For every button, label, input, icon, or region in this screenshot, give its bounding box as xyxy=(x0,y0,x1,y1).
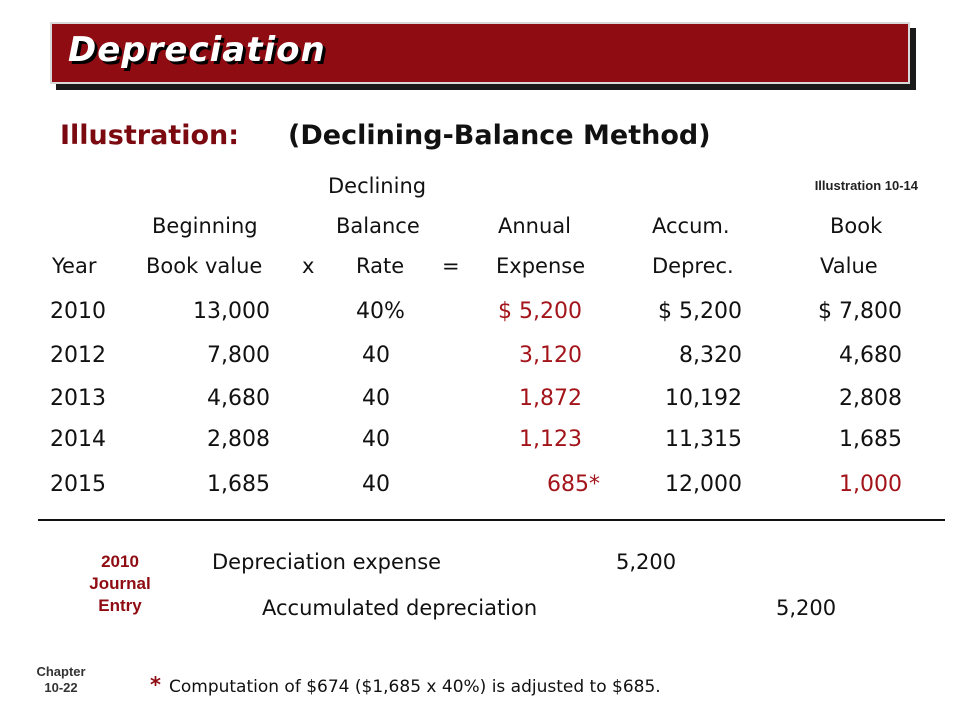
cell-book: 2,808 xyxy=(839,386,902,411)
illustration-reference: Illustration 10-14 xyxy=(814,178,918,193)
cell-expense: 1,872 xyxy=(519,386,582,411)
header-beginning: Beginning xyxy=(152,214,258,238)
journal-label-year: 2010 xyxy=(101,552,139,571)
cell-expense: 685* xyxy=(547,472,600,497)
header-expense: Expense xyxy=(496,254,586,278)
illustration-label: Illustration: xyxy=(60,120,240,151)
footnote: * Computation of $674 ($1,685 x 40%) is a… xyxy=(150,673,661,697)
cell-accum: 10,192 xyxy=(665,386,742,411)
cell-accum: 8,320 xyxy=(679,343,742,368)
cell-year: 2013 xyxy=(50,386,106,411)
journal-credit-amount: 5,200 xyxy=(776,596,837,620)
footnote-text: Computation of $674 ($1,685 x 40%) is ad… xyxy=(168,677,661,697)
cell-expense: 3,120 xyxy=(519,343,582,368)
cell-begin: 1,685 xyxy=(207,472,270,497)
header-book-value: Book value xyxy=(146,254,263,278)
header-value: Value xyxy=(820,254,878,278)
header-annual: Annual xyxy=(498,214,571,238)
header-year: Year xyxy=(52,254,97,278)
cell-rate: 40% xyxy=(356,299,405,324)
cell-book: 4,680 xyxy=(839,343,902,368)
cell-begin: 7,800 xyxy=(207,343,270,368)
header-deprec: Deprec. xyxy=(652,254,734,278)
cell-year: 2014 xyxy=(50,427,106,452)
cell-begin: 13,000 xyxy=(193,299,270,324)
chapter-page: 10-22 xyxy=(44,680,78,695)
cell-rate: 40 xyxy=(362,472,390,497)
cell-accum: $ 5,200 xyxy=(658,299,742,324)
cell-expense: 1,123 xyxy=(519,427,582,452)
header-rate: Rate xyxy=(356,254,405,278)
journal-credit-account: Accumulated depreciation xyxy=(262,596,538,620)
cell-year: 2010 xyxy=(50,299,106,324)
cell-begin: 2,808 xyxy=(207,427,270,452)
footnote-star: * xyxy=(150,673,161,697)
cell-year: 2015 xyxy=(50,472,106,497)
chapter-label: Chapter 10-22 xyxy=(28,664,94,696)
header-equals: = xyxy=(442,254,460,278)
journal-label-entry: Entry xyxy=(98,596,142,615)
cell-book: $ 7,800 xyxy=(818,299,902,324)
journal-debit-amount: 5,200 xyxy=(616,550,677,574)
cell-book: 1,685 xyxy=(839,427,902,452)
header-book: Book xyxy=(830,214,883,238)
cell-accum: 11,315 xyxy=(665,427,742,452)
illustration-method: (Declining-Balance Method) xyxy=(288,120,711,151)
slide-title: Depreciation xyxy=(68,30,326,70)
journal-debit-account: Depreciation expense xyxy=(212,550,442,574)
cell-year: 2012 xyxy=(50,343,106,368)
header-balance: Balance xyxy=(336,214,420,238)
cell-begin: 4,680 xyxy=(207,386,270,411)
cell-rate: 40 xyxy=(362,427,390,452)
table-bottom-rule xyxy=(38,519,945,521)
cell-book: 1,000 xyxy=(839,472,902,497)
header-times: x xyxy=(302,254,315,278)
cell-rate: 40 xyxy=(362,343,390,368)
journal-label-journal: Journal xyxy=(89,574,151,593)
header-accum: Accum. xyxy=(652,214,730,238)
cell-rate: 40 xyxy=(362,386,390,411)
cell-accum: 12,000 xyxy=(665,472,742,497)
header-declining: Declining xyxy=(328,174,427,198)
chapter-text: Chapter xyxy=(36,664,86,679)
journal-entry-label: 2010 Journal Entry xyxy=(60,551,180,617)
cell-expense: $ 5,200 xyxy=(498,299,582,324)
title-bar: Depreciation xyxy=(50,22,910,84)
